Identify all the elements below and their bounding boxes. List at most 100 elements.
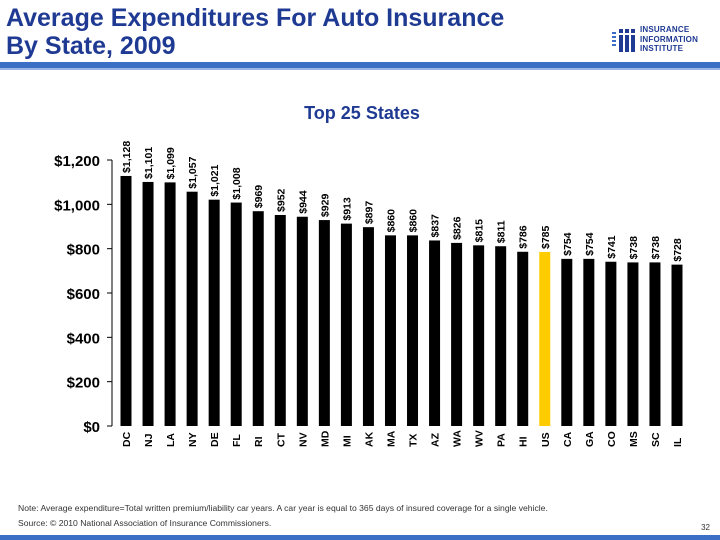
x-tick-label: AZ (430, 432, 442, 447)
x-tick-label: WA (452, 430, 464, 447)
data-label: $738 (628, 236, 640, 260)
data-label: $944 (297, 190, 309, 214)
data-label: $913 (341, 197, 353, 221)
data-label: $754 (562, 232, 574, 256)
bar-wa (451, 242, 463, 426)
y-tick-label: $600 (67, 286, 100, 303)
bar-nv (296, 216, 308, 426)
data-label: $815 (474, 219, 486, 243)
y-tick-label: $400 (67, 330, 100, 347)
bar-us (539, 251, 551, 426)
bar-mi (340, 223, 352, 426)
slide-title: Average Expenditures For Auto Insurance … (6, 4, 504, 60)
data-label: $786 (518, 225, 530, 249)
slide-title-line-2: By State, 2009 (6, 32, 176, 60)
bar-ct (274, 214, 286, 426)
y-tick-label: $1,000 (54, 197, 100, 214)
data-label: $1,128 (121, 141, 133, 173)
x-tick-label: CT (275, 432, 287, 447)
x-tick-label: CA (562, 431, 574, 447)
x-tick-label: MI (341, 435, 353, 447)
bar-sc (649, 262, 661, 426)
bar-dc (120, 175, 132, 426)
data-label: $860 (408, 209, 420, 233)
chart-title: Top 25 States (304, 103, 420, 123)
y-tick-label: $1,200 (54, 153, 100, 170)
iii-logo-icon (612, 29, 635, 52)
x-tick-label: MA (385, 430, 397, 447)
data-label: $952 (275, 188, 287, 212)
data-label: $1,008 (231, 167, 243, 199)
data-label: $1,099 (165, 147, 177, 179)
data-label: $897 (363, 201, 375, 225)
iii-logo-text: INSURANCE INFORMATION INSTITUTE (640, 25, 698, 54)
title-accent-bar (0, 62, 720, 68)
data-label: $860 (385, 209, 397, 233)
x-tick-label: PA (496, 433, 508, 447)
data-label: $754 (584, 232, 596, 256)
bar-ak (362, 227, 374, 426)
bar-az (429, 240, 441, 426)
y-tick-label: $800 (67, 242, 100, 259)
bar-de (208, 199, 220, 426)
x-tick-label: RI (253, 436, 265, 447)
data-label: $728 (672, 238, 684, 262)
logo-line-3: INSTITUTE (640, 44, 684, 53)
data-label: $811 (496, 220, 508, 243)
x-tick-label: SC (650, 432, 662, 447)
data-label: $826 (452, 216, 464, 240)
x-tick-label: LA (165, 433, 177, 447)
x-tick-label: HI (518, 436, 530, 447)
x-tick-label: MD (319, 430, 331, 447)
x-tick-label: DE (209, 432, 221, 447)
data-label: $741 (606, 235, 618, 259)
title-accent-bar-shadow (0, 68, 720, 70)
x-tick-label: MS (628, 431, 640, 447)
footnote-source: Source: © 2010 National Association of I… (18, 518, 272, 528)
x-tick-label: DC (121, 431, 133, 447)
bar-ri (252, 211, 264, 426)
slide-title-line-1: Average Expenditures For Auto Insurance (6, 4, 505, 32)
slide-number: 32 (701, 523, 710, 532)
x-tick-label: NV (297, 432, 309, 447)
data-label: $785 (540, 225, 552, 249)
bar-fl (230, 202, 242, 426)
logo-line-1: INSURANCE (640, 25, 690, 34)
bar-ca (561, 258, 573, 426)
bar-hi (517, 251, 529, 426)
bottom-accent-bar (0, 535, 720, 540)
y-tick-label: $200 (67, 375, 100, 392)
bar-tx (407, 235, 419, 426)
bar-wv (473, 245, 485, 426)
x-tick-label: NJ (143, 433, 155, 447)
x-tick-label: CO (606, 431, 618, 447)
bar-pa (495, 246, 507, 426)
data-label: $969 (253, 185, 265, 209)
x-tick-label: AK (363, 431, 375, 447)
data-label: $837 (430, 214, 442, 238)
bar-ma (384, 235, 396, 426)
x-tick-label: FL (231, 434, 243, 447)
bar-ny (186, 191, 198, 426)
data-label: $738 (650, 236, 662, 260)
bar-nj (142, 181, 154, 426)
data-label: $1,021 (209, 164, 221, 196)
bar-la (164, 182, 176, 426)
data-label: $929 (319, 194, 331, 218)
bar-il (671, 264, 683, 426)
x-tick-label: GA (584, 431, 596, 447)
x-tick-label: IL (672, 437, 684, 447)
footnote-note: Note: Average expenditure=Total written … (18, 503, 548, 513)
iii-logo: INSURANCE INFORMATION INSTITUTE (612, 22, 716, 62)
x-tick-label: US (540, 432, 552, 447)
bar-co (605, 261, 617, 426)
bar-ms (627, 262, 639, 426)
logo-line-2: INFORMATION (640, 34, 699, 44)
bar-ga (583, 258, 595, 426)
x-tick-label: TX (408, 434, 420, 447)
x-tick-label: WV (474, 430, 486, 447)
x-tick-label: NY (187, 432, 199, 447)
data-label: $1,057 (187, 156, 199, 188)
bar-md (318, 220, 330, 426)
